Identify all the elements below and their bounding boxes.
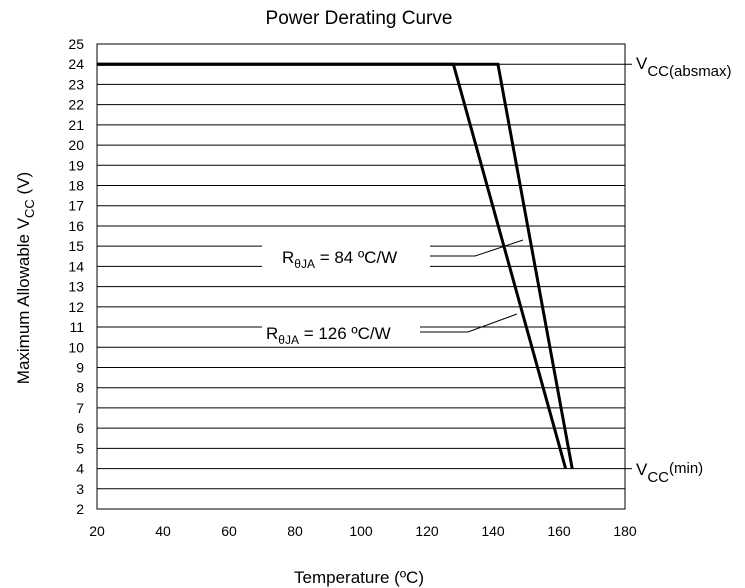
annotation-leaders: [417, 239, 524, 333]
plot-frame: [96, 43, 626, 510]
y-tick-label: 24: [68, 56, 84, 72]
y-tick-label: 10: [68, 339, 84, 355]
r84-leader-line: [430, 239, 524, 257]
y-tick-label: 18: [68, 178, 84, 194]
y-tick-label: 23: [68, 76, 84, 92]
x-tick-labels: 20 40 60 80 100 120 140 160 180: [89, 523, 637, 539]
chart-title: Power Derating Curve: [266, 8, 453, 29]
r84-annotation: RθJA = 84 ºC/W: [282, 248, 397, 271]
gridlines: [96, 43, 632, 510]
x-tick-label: 20: [89, 523, 105, 539]
x-axis-title: Temperature (ºC): [294, 568, 424, 587]
y-tick-label: 16: [68, 218, 84, 234]
y-tick-label: 2: [76, 501, 84, 517]
r126-leader-line: [417, 313, 518, 333]
series-lines: [97, 62, 574, 469]
x-tick-label: 60: [221, 523, 237, 539]
y-tick-label: 25: [68, 36, 84, 52]
y-tick-label: 22: [68, 97, 84, 113]
x-tick-label: 100: [349, 523, 373, 539]
x-tick-label: 40: [155, 523, 171, 539]
y-tick-label: 4: [76, 461, 84, 477]
y-tick-label: 14: [68, 258, 84, 274]
x-tick-label: 80: [287, 523, 303, 539]
y-tick-label: 21: [68, 117, 84, 133]
y-tick-label: 11: [69, 319, 84, 335]
x-tick-label: 180: [613, 523, 637, 539]
series-line-r126: [97, 62, 568, 469]
vcc-min-label: VCC(min): [636, 460, 703, 486]
vcc-absmax-label: VCC(absmax): [636, 54, 732, 80]
y-tick-label: 20: [68, 137, 84, 153]
y-tick-label: 19: [68, 157, 84, 173]
y-tick-label: 13: [68, 279, 84, 295]
y-tick-label: 8: [76, 380, 84, 396]
y-tick-label: 7: [76, 400, 84, 416]
y-tick-label: 15: [68, 238, 84, 254]
y-tick-label: 12: [68, 299, 84, 315]
x-tick-label: 120: [415, 523, 439, 539]
r126-annotation: RθJA = 126 ºC/W: [266, 324, 391, 347]
y-tick-label: 9: [76, 359, 84, 375]
y-tick-label: 5: [76, 440, 84, 456]
x-tick-label: 140: [481, 523, 505, 539]
y-tick-label: 6: [76, 420, 84, 436]
x-tick-label: 160: [547, 523, 571, 539]
y-axis-title: Maximum Allowable VCC (V): [14, 172, 37, 384]
y-tick-label: 17: [68, 198, 84, 214]
y-tick-label: 3: [76, 481, 84, 497]
